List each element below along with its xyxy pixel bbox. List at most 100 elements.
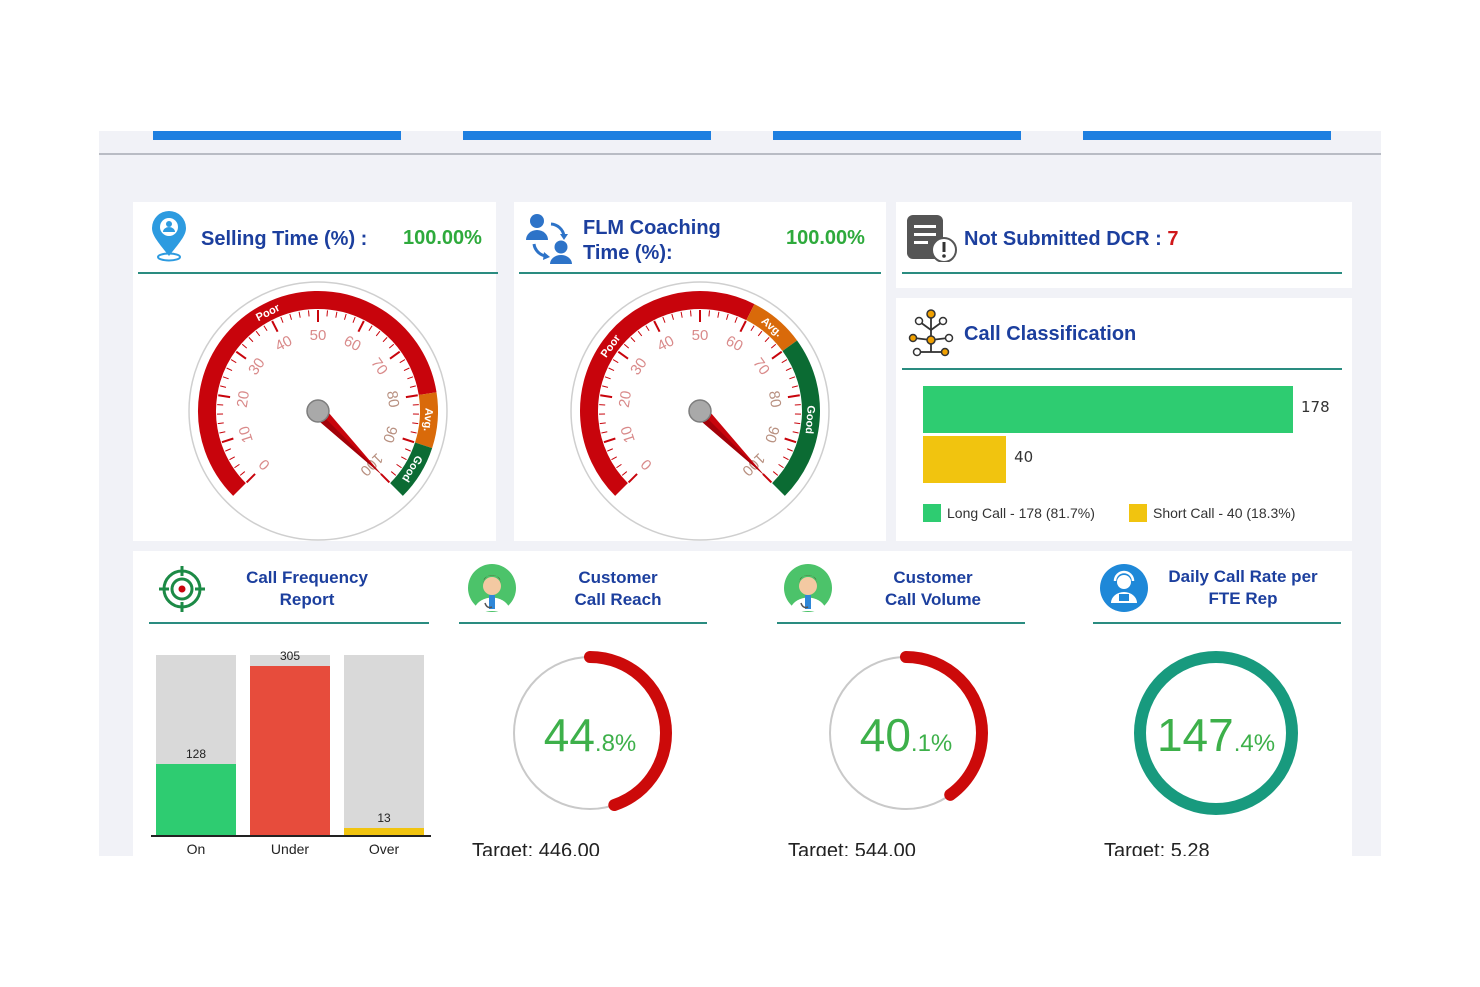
ring-percent-text: 40.1% bbox=[860, 709, 953, 761]
not-submitted-dcr-card: Not Submitted DCR : 7 bbox=[896, 202, 1352, 288]
gauge-minor-tick bbox=[326, 310, 329, 317]
gauge-minor-tick bbox=[608, 367, 615, 372]
gauge-band-label: Good bbox=[803, 405, 817, 435]
customer-call-reach-target: Target: 446.00 bbox=[472, 840, 600, 856]
gauge-minor-tick bbox=[708, 310, 711, 317]
flm-coaching-card: FLM Coaching Time (%): 100.00% Poor Avg. G… bbox=[514, 202, 886, 541]
call-frequency-bar[interactable] bbox=[344, 827, 424, 835]
call-frequency-title: Call Frequency Report bbox=[213, 567, 401, 611]
legend-short-call[interactable]: Short Call - 40 (18.3%) bbox=[1129, 504, 1295, 522]
gauge-tick-label: 80 bbox=[765, 390, 784, 409]
call-class-bar-label: 178 bbox=[1301, 398, 1330, 416]
doctor-avatar-icon bbox=[784, 564, 832, 612]
gauge-minor-tick bbox=[630, 337, 636, 343]
header-divider bbox=[777, 622, 1025, 624]
gauge-major-tick bbox=[402, 437, 415, 444]
gauge-major-tick bbox=[771, 350, 783, 360]
gauge-minor-tick bbox=[399, 359, 406, 364]
x-axis-label: Over bbox=[368, 841, 400, 856]
gauge-minor-tick bbox=[637, 330, 643, 337]
flm-coaching-title-line2: Time (%): bbox=[583, 242, 673, 264]
gauge-tick-label: 30 bbox=[245, 355, 269, 378]
gauge-minor-tick bbox=[607, 448, 614, 452]
percent-main: 40 bbox=[860, 709, 911, 761]
call-frequency-bar[interactable] bbox=[250, 666, 330, 835]
gauge-minor-tick bbox=[407, 376, 414, 380]
gauge-band-avg bbox=[414, 392, 438, 449]
gauge-major-tick bbox=[389, 350, 401, 360]
legend-long-call[interactable]: Long Call - 178 (81.7%) bbox=[923, 504, 1095, 522]
title-line1: Customer bbox=[578, 568, 658, 587]
gauge-minor-tick bbox=[764, 337, 770, 343]
legend-label: Short Call - 40 (18.3%) bbox=[1153, 505, 1296, 521]
gauge-tick-label: 10 bbox=[236, 424, 257, 445]
gauge-minor-tick bbox=[785, 367, 792, 372]
gauge-minor-tick bbox=[219, 431, 226, 434]
percent-decimal: .8% bbox=[595, 730, 636, 757]
gauge-minor-tick bbox=[382, 337, 388, 343]
customer-call-volume-target: Target: 544.00 bbox=[788, 840, 916, 856]
gauge-band-good bbox=[771, 340, 820, 496]
gauge-minor-tick bbox=[645, 325, 650, 332]
top-tab-button-1[interactable] bbox=[153, 131, 401, 140]
gauge-minor-tick bbox=[410, 431, 417, 434]
gauge-tick-label: 70 bbox=[367, 355, 391, 378]
gauge-minor-tick bbox=[612, 359, 619, 364]
gauge-minor-tick bbox=[289, 313, 292, 320]
legend-label: Long Call - 178 (81.7%) bbox=[947, 505, 1095, 521]
header-divider bbox=[1093, 622, 1341, 624]
gauge-minor-tick bbox=[662, 316, 666, 323]
ring-percent-text: 44.8% bbox=[544, 709, 637, 761]
gauge-major-tick bbox=[617, 350, 629, 360]
top-tab-button-3[interactable] bbox=[773, 131, 1021, 140]
call-class-bar[interactable] bbox=[923, 386, 1293, 433]
call-classification-title: Call Classification bbox=[964, 323, 1137, 345]
gauge-major-tick bbox=[787, 394, 800, 399]
gauge-tick-label: 90 bbox=[379, 424, 400, 445]
gauge-needle-shade bbox=[695, 411, 766, 477]
gauge-minor-tick bbox=[726, 313, 729, 320]
bar-value-label: 128 bbox=[185, 747, 207, 762]
location-pin-icon bbox=[152, 211, 186, 262]
legend-swatch bbox=[1129, 504, 1147, 522]
gauge-minor-tick bbox=[388, 343, 395, 349]
gauge-minor-tick bbox=[770, 343, 777, 349]
gauge-minor-tick bbox=[403, 367, 410, 372]
top-tab-bar bbox=[99, 131, 1381, 155]
gauge-band-label: Avg. bbox=[421, 407, 435, 431]
flm-coaching-value: 100.00% bbox=[786, 227, 865, 249]
gauge-minor-tick bbox=[689, 310, 692, 317]
percent-main: 44 bbox=[544, 709, 595, 761]
gauge-minor-tick bbox=[222, 376, 229, 380]
team-coaching-icon bbox=[526, 214, 572, 264]
call-class-bar[interactable] bbox=[923, 436, 1007, 483]
bar-value-label: 305 bbox=[279, 649, 301, 664]
gauge-major-tick bbox=[245, 473, 256, 484]
gauge-minor-tick bbox=[717, 311, 720, 318]
gauge-band-poor bbox=[198, 291, 437, 496]
flm-coaching-title-line1: FLM Coaching bbox=[583, 217, 721, 239]
header-divider bbox=[149, 622, 429, 624]
gauge-minor-tick bbox=[602, 385, 609, 388]
call-frequency-bar[interactable] bbox=[156, 764, 236, 835]
gauge-major-tick bbox=[627, 473, 638, 484]
gauge-tick-label: 40 bbox=[654, 332, 677, 355]
gauge-minor-tick bbox=[217, 422, 224, 425]
gauge-minor-tick bbox=[783, 456, 789, 461]
gauge-minor-tick bbox=[786, 448, 793, 452]
header-divider bbox=[138, 272, 498, 274]
top-tab-button-2[interactable] bbox=[463, 131, 711, 140]
gauge-minor-tick bbox=[599, 422, 606, 425]
gauge-minor-tick bbox=[230, 359, 237, 364]
gauge-tick-label: 90 bbox=[761, 424, 782, 445]
gauge-tick-label: 40 bbox=[272, 332, 295, 355]
gauge-minor-tick bbox=[680, 311, 683, 318]
selling-time-card: Selling Time (%) : 100.00% Poor Avg. Good 0… bbox=[133, 202, 498, 541]
gauge-major-tick bbox=[739, 320, 747, 333]
gauge-minor-tick bbox=[390, 471, 397, 476]
gauge-minor-tick bbox=[409, 385, 416, 388]
gauge-tick-label: 70 bbox=[749, 355, 773, 378]
gauge-major-tick bbox=[357, 320, 365, 333]
bar-background bbox=[344, 655, 424, 835]
top-tab-button-4[interactable] bbox=[1083, 131, 1331, 140]
